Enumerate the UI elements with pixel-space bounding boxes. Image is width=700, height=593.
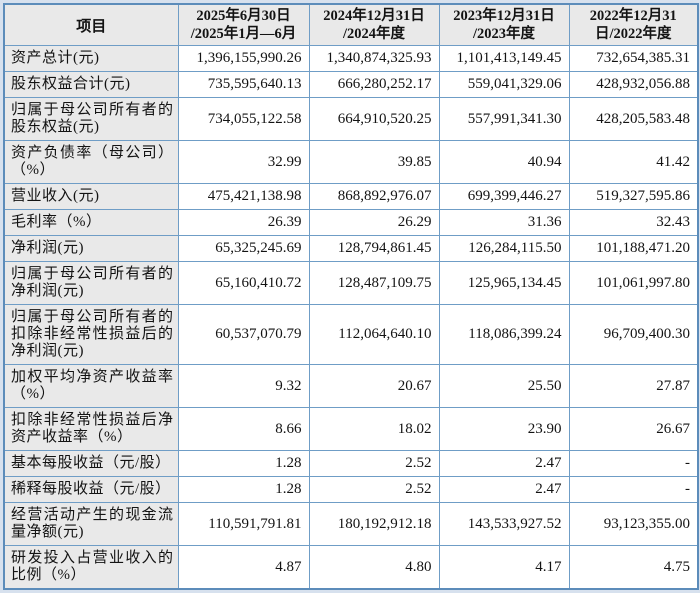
value-cell: 2.52 <box>308 450 440 477</box>
table-row: 净利润(元) 65,325,245.69 128,794,861.45 126,284… <box>3 235 699 262</box>
item-label-cell: 资产总计(元) <box>3 45 179 72</box>
value-cell: 868,892,976.07 <box>308 183 440 210</box>
value-cell: 559,041,329.06 <box>438 71 570 98</box>
value-cell: - <box>568 450 699 477</box>
value-cell: 18.02 <box>308 407 440 451</box>
table-row: 股东权益合计(元) 735,595,640.13 666,280,252.17 559… <box>3 71 699 98</box>
table-row: 加权平均净资产收益率（%） 9.32 20.67 25.50 27.87 <box>3 364 699 408</box>
value-cell: 4.80 <box>308 545 440 590</box>
value-cell: 699,399,446.27 <box>438 183 570 210</box>
value-cell: 475,421,138.98 <box>177 183 310 210</box>
table-row: 资产总计(元) 1,396,155,990.26 1,340,874,325.93 1… <box>3 45 699 72</box>
value-cell: 735,595,640.13 <box>177 71 310 98</box>
value-cell: 93,123,355.00 <box>568 502 699 546</box>
item-label-cell: 毛利率（%） <box>3 209 179 236</box>
value-cell: 118,086,399.24 <box>438 304 570 365</box>
value-cell: 1,340,874,325.93 <box>308 45 440 72</box>
item-label-cell: 稀释每股收益（元/股） <box>3 476 179 503</box>
table-row: 毛利率（%） 26.39 26.29 31.36 32.43 <box>3 209 699 236</box>
value-cell: 39.85 <box>308 140 440 184</box>
value-cell: 4.87 <box>177 545 310 590</box>
financial-summary-table: 项目 2025年6月30日 /2025年1月—6月 2024年12月31日 /20… <box>3 3 699 590</box>
item-label-cell: 基本每股收益（元/股） <box>3 450 179 477</box>
value-cell: 2.52 <box>308 476 440 503</box>
value-cell: 1.28 <box>177 450 310 477</box>
item-label-cell: 经营活动产生的现金流量净额(元) <box>3 502 179 546</box>
corner-header-item: 项目 <box>3 3 179 46</box>
value-cell: 557,991,341.30 <box>438 97 570 141</box>
value-cell: 32.99 <box>177 140 310 184</box>
value-cell: 40.94 <box>438 140 570 184</box>
item-label-cell: 扣除非经常性损益后净资产收益率（%） <box>3 407 179 451</box>
item-label-cell: 归属于母公司所有者的扣除非经常性损益后的净利润(元) <box>3 304 179 365</box>
value-cell: 128,794,861.45 <box>308 235 440 262</box>
item-label-cell: 归属于母公司所有者的股东权益(元) <box>3 97 179 141</box>
table-row: 扣除非经常性损益后净资产收益率（%） 8.66 18.02 23.90 26.67 <box>3 407 699 451</box>
item-label-cell: 研发投入占营业收入的比例（%） <box>3 545 179 590</box>
value-cell: 180,192,912.18 <box>308 502 440 546</box>
item-label-cell: 营业收入(元) <box>3 183 179 210</box>
item-label-cell: 股东权益合计(元) <box>3 71 179 98</box>
table-row: 稀释每股收益（元/股） 1.28 2.52 2.47- <box>3 476 699 503</box>
table-row: 归属于母公司所有者的净利润(元) 65,160,410.72 128,487,109… <box>3 261 699 305</box>
value-cell: 125,965,134.45 <box>438 261 570 305</box>
column-header-period-2: 2023年12月31日 /2023年度 <box>438 3 570 46</box>
value-cell: 9.32 <box>177 364 310 408</box>
value-cell: 26.67 <box>568 407 699 451</box>
value-cell: 428,205,583.48 <box>568 97 699 141</box>
table-row: 归属于母公司所有者的股东权益(元) 734,055,122.58 664,910,5… <box>3 97 699 141</box>
item-label-cell: 归属于母公司所有者的净利润(元) <box>3 261 179 305</box>
value-cell: 32.43 <box>568 209 699 236</box>
value-cell: 428,932,056.88 <box>568 71 699 98</box>
value-cell: 112,064,640.10 <box>308 304 440 365</box>
table-row: 研发投入占营业收入的比例（%） 4.87 4.80 4.17 4.75 <box>3 545 699 590</box>
value-cell: 110,591,791.81 <box>177 502 310 546</box>
value-cell: 26.29 <box>308 209 440 236</box>
value-cell: - <box>568 476 699 503</box>
value-cell: 20.67 <box>308 364 440 408</box>
value-cell: 23.90 <box>438 407 570 451</box>
value-cell: 2.47 <box>438 450 570 477</box>
item-label-cell: 净利润(元) <box>3 235 179 262</box>
item-label-cell: 资产负债率（母公司）（%） <box>3 140 179 184</box>
value-cell: 128,487,109.75 <box>308 261 440 305</box>
column-header-period-1: 2024年12月31日 /2024年度 <box>308 3 440 46</box>
value-cell: 664,910,520.25 <box>308 97 440 141</box>
column-header-period-3: 2022年12月31 日/2022年度 <box>568 3 699 46</box>
value-cell: 31.36 <box>438 209 570 236</box>
header-row: 项目 2025年6月30日 /2025年1月—6月 2024年12月31日 /20… <box>3 3 699 46</box>
table-row: 营业收入(元) 475,421,138.98 868,892,976.07 699,3… <box>3 183 699 210</box>
value-cell: 96,709,400.30 <box>568 304 699 365</box>
value-cell: 4.17 <box>438 545 570 590</box>
value-cell: 1,396,155,990.26 <box>177 45 310 72</box>
value-cell: 101,188,471.20 <box>568 235 699 262</box>
value-cell: 60,537,070.79 <box>177 304 310 365</box>
value-cell: 143,533,927.52 <box>438 502 570 546</box>
value-cell: 26.39 <box>177 209 310 236</box>
table-row: 经营活动产生的现金流量净额(元) 110,591,791.81 180,192,91… <box>3 502 699 546</box>
value-cell: 4.75 <box>568 545 699 590</box>
value-cell: 2.47 <box>438 476 570 503</box>
value-cell: 732,654,385.31 <box>568 45 699 72</box>
value-cell: 25.50 <box>438 364 570 408</box>
value-cell: 1,101,413,149.45 <box>438 45 570 72</box>
value-cell: 126,284,115.50 <box>438 235 570 262</box>
value-cell: 8.66 <box>177 407 310 451</box>
value-cell: 1.28 <box>177 476 310 503</box>
table-row: 基本每股收益（元/股） 1.28 2.52 2.47- <box>3 450 699 477</box>
table-row: 资产负债率（母公司）（%） 32.99 39.85 40.94 41.42 <box>3 140 699 184</box>
value-cell: 65,325,245.69 <box>177 235 310 262</box>
table-body: 资产总计(元) 1,396,155,990.26 1,340,874,325.93 1… <box>3 45 699 590</box>
table-row: 归属于母公司所有者的扣除非经常性损益后的净利润(元) 60,537,070.79 1… <box>3 304 699 365</box>
value-cell: 519,327,595.86 <box>568 183 699 210</box>
value-cell: 65,160,410.72 <box>177 261 310 305</box>
column-header-period-0: 2025年6月30日 /2025年1月—6月 <box>177 3 310 46</box>
value-cell: 666,280,252.17 <box>308 71 440 98</box>
item-label-cell: 加权平均净资产收益率（%） <box>3 364 179 408</box>
value-cell: 734,055,122.58 <box>177 97 310 141</box>
value-cell: 41.42 <box>568 140 699 184</box>
value-cell: 27.87 <box>568 364 699 408</box>
value-cell: 101,061,997.80 <box>568 261 699 305</box>
